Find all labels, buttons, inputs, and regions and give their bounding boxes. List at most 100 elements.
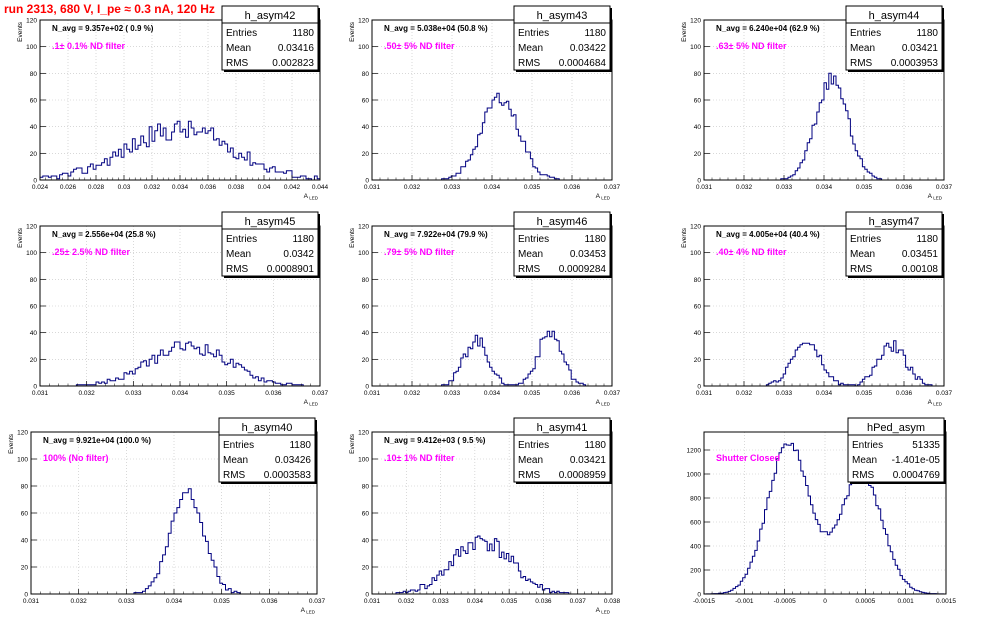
x-axis-label: A LED [928,399,943,407]
y-tick-label: 100 [358,250,369,257]
y-tick-label: 40 [694,124,702,131]
y-tick-label: 60 [30,98,38,105]
navg-label: N_avg = 4.005e+04 (40.4 %) [716,230,820,239]
x-axis-label: A LED [596,607,611,615]
x-tick-label: 0.035 [219,390,236,397]
stat-label: Mean [850,249,875,260]
y-axis-label: Events [17,227,24,248]
x-tick-label: 0.038 [228,184,245,191]
stat-value: -1.401e-05 [892,455,941,466]
x-tick-label: 0.032 [404,184,421,191]
x-tick-label: 0.037 [604,184,621,191]
y-tick-label: 0 [33,178,37,185]
y-tick-label: 120 [358,430,369,437]
stat-label: Entries [852,440,883,451]
stats-box [845,211,943,277]
stat-label: Entries [850,28,881,39]
filter-label: Shutter Closed [716,453,780,463]
histogram-title: h_asym44 [869,10,920,22]
stats-box [513,211,611,277]
x-tick-label: 0.037 [936,184,953,191]
x-tick-label: 0.032 [79,390,96,397]
y-axis-label: Events [349,227,356,248]
stat-value: 1180 [584,28,606,39]
x-tick-label: 0.034 [484,390,501,397]
y-tick-label: 120 [690,18,701,25]
x-tick-label: 0 [823,598,827,605]
y-axis-label: Events [349,433,356,454]
histogram-title: hPed_asym [867,422,925,434]
y-tick-label: 0 [365,178,369,185]
histogram-title: h_asym43 [537,10,588,22]
x-tick-label: 0.037 [604,390,621,397]
stat-label: Entries [850,234,881,245]
y-tick-label: 60 [30,304,38,311]
histogram-line [39,120,321,181]
y-tick-label: 80 [362,277,370,284]
y-tick-label: 80 [30,277,38,284]
x-tick-label: 0.036 [200,184,217,191]
x-tick-label: 0.033 [444,390,461,397]
y-tick-label: 120 [690,224,701,231]
y-tick-label: 0 [697,384,701,391]
stat-label: RMS [852,470,875,481]
histogram-title: h_asym40 [242,422,293,434]
y-tick-label: 0 [365,592,369,599]
x-tick-label: 0.031 [23,598,40,605]
y-axis-label: Events [681,227,688,248]
y-tick-label: 100 [358,457,369,464]
x-tick-label: 0.032 [398,598,415,605]
y-tick-label: 0 [365,384,369,391]
x-tick-label: 0.024 [32,184,49,191]
stat-value: 1180 [916,234,938,245]
run-title: run 2313, 680 V, I_pe ≈ 0.3 nA, 120 Hz [4,2,215,16]
stat-label: Entries [518,28,549,39]
stat-label: RMS [518,470,541,481]
y-tick-label: 0 [33,384,37,391]
x-tick-label: -0.0015 [693,598,715,605]
y-tick-label: 120 [358,18,369,25]
histogram-title: h_asym47 [869,216,920,228]
filter-label: .63± 5% ND filter [716,41,787,51]
navg-label: N_avg = 9.921e+04 (100.0 %) [43,436,151,445]
stat-value: 51335 [912,440,940,451]
filter-label: .25± 2.5% ND filter [52,247,130,257]
x-tick-label: 0.001 [898,598,915,605]
y-tick-label: 40 [694,330,702,337]
histogram-line [372,535,612,595]
y-tick-label: 20 [694,151,702,158]
navg-label: N_avg = 5.038e+04 (50.8 %) [384,24,488,33]
x-tick-label: 0.033 [432,598,449,605]
x-tick-label: 0.0005 [855,598,875,605]
stat-value: 1180 [292,28,314,39]
stat-label: RMS [518,58,541,69]
x-tick-label: 0.0015 [936,598,956,605]
stat-label: RMS [223,470,246,481]
histogram-h_asym41: 0.031 0.032 0.033 0.034 0.035 0.036 0.037 0.038… [349,417,621,615]
y-tick-label: 40 [21,538,29,545]
y-tick-label: 60 [21,511,29,518]
histogram-h_asym42: 0.024 0.026 0.028 0.03 0.032 0.034 0.036 0.038 0… [17,5,329,201]
x-tick-label: 0.04 [258,184,271,191]
x-tick-label: 0.044 [312,184,329,191]
stat-label: Mean [223,455,248,466]
y-tick-label: 40 [30,124,38,131]
y-axis-label: Events [8,433,15,454]
x-tick-label: 0.036 [265,390,282,397]
stat-value: 0.0003953 [891,58,939,69]
histogram-title: h_asym45 [245,216,296,228]
x-tick-label: 0.031 [696,184,713,191]
y-tick-label: 200 [690,568,701,575]
stat-label: RMS [850,58,873,69]
y-tick-label: 80 [694,71,702,78]
x-axis-label: A LED [596,399,611,407]
x-tick-label: 0.032 [404,390,421,397]
stat-label: Entries [518,234,549,245]
stat-value: 0.03453 [570,249,607,260]
y-tick-label: 100 [690,250,701,257]
y-tick-label: 60 [694,304,702,311]
x-tick-label: 0.035 [524,184,541,191]
y-tick-label: 1000 [687,472,702,479]
x-tick-label: 0.035 [501,598,518,605]
